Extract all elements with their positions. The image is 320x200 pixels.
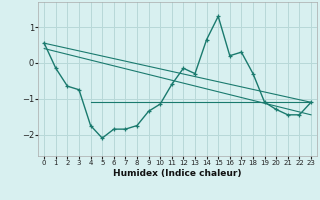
X-axis label: Humidex (Indice chaleur): Humidex (Indice chaleur): [113, 169, 242, 178]
